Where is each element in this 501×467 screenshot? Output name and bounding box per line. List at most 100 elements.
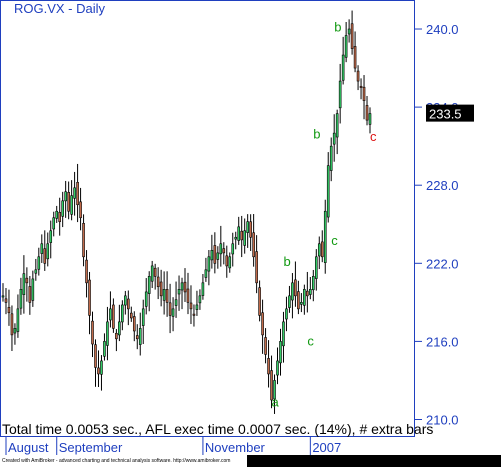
candle-body: [13, 328, 17, 334]
candle-body: [28, 286, 32, 303]
candle-body: [37, 256, 41, 270]
candle-body: [153, 267, 157, 277]
y-tick-label: 210.0: [426, 412, 459, 427]
candle-body: [31, 278, 35, 301]
candle-body: [329, 145, 333, 171]
wave-label: c: [370, 129, 377, 144]
candle-body: [73, 187, 76, 199]
candle-body: [273, 380, 276, 400]
timing-footer: Total time 0.0053 sec., AFL exec time 0.…: [2, 421, 433, 437]
candle-body: [237, 226, 241, 241]
candle-body: [40, 243, 44, 254]
candle-body: [243, 230, 246, 246]
candle-body: [228, 256, 232, 269]
candle-body: [174, 299, 178, 306]
candle-body: [186, 288, 190, 303]
candle-body: [94, 344, 97, 368]
candle-body: [52, 217, 56, 230]
candle-body: [222, 248, 226, 254]
candle-body: [88, 279, 91, 316]
candle-body: [231, 243, 235, 255]
wave-label: a: [272, 394, 280, 409]
candle-body: [127, 298, 130, 310]
candle-body: [338, 80, 342, 109]
candle-body: [317, 243, 321, 257]
credit-bar: [247, 455, 501, 467]
candle-body: [335, 113, 339, 138]
candle-body: [118, 321, 121, 336]
wave-label: c: [307, 333, 314, 348]
candle-body: [1, 295, 5, 298]
candle-body: [64, 191, 67, 202]
candle-body: [246, 221, 249, 233]
credit-line: Created with AmiBroker - advanced charti…: [2, 458, 230, 464]
candle-body: [100, 360, 103, 375]
candle-body: [282, 321, 285, 347]
candle-body: [112, 304, 115, 329]
candle-body: [67, 191, 70, 212]
candle-body: [276, 360, 279, 376]
candle-body: [303, 289, 306, 306]
candle-body: [150, 265, 154, 282]
candle-body: [121, 304, 124, 323]
x-tick-label: 2007: [312, 440, 341, 455]
candle-body: [162, 289, 166, 301]
candle-body: [192, 313, 196, 316]
candle-body: [279, 341, 282, 364]
candle-body: [201, 282, 205, 296]
candle-body: [309, 289, 312, 295]
candle-body: [207, 256, 211, 272]
candle-body: [198, 295, 202, 304]
candle-body: [4, 298, 8, 303]
candle-body: [294, 279, 297, 297]
candle-body: [183, 281, 187, 293]
candle-body: [103, 341, 106, 357]
candle-body: [55, 210, 59, 219]
candle-body: [258, 287, 261, 316]
candle-body: [219, 243, 223, 255]
x-tick-label: August: [8, 440, 49, 455]
candle-body: [314, 256, 318, 279]
candle-body: [43, 248, 47, 264]
y-tick-label: 240.0: [426, 22, 459, 37]
candle-body: [353, 46, 357, 69]
candle-body: [76, 182, 79, 206]
wave-label: b: [334, 20, 341, 35]
candle-body: [19, 289, 23, 309]
candle-body: [267, 358, 270, 375]
candle-body: [249, 221, 252, 238]
x-axis-ticks: August September November 2007: [5, 437, 341, 455]
candle-body: [234, 236, 238, 240]
candle-body: [368, 113, 372, 125]
candle-body: [10, 313, 14, 336]
candle-body: [91, 320, 94, 345]
y-tick-label: 222.0: [426, 256, 459, 271]
candle-body: [22, 273, 26, 295]
candle-body: [264, 337, 267, 355]
candle-body: [58, 211, 61, 222]
candle-body: [16, 308, 20, 332]
candle-body: [7, 306, 11, 314]
candle-body: [216, 252, 220, 260]
wave-label: c: [331, 233, 338, 248]
candle-body: [82, 223, 85, 258]
wave-label: b: [313, 126, 320, 141]
candle-body: [306, 290, 309, 297]
candle-body: [341, 54, 345, 81]
candle-body: [159, 281, 163, 297]
candle-body: [261, 312, 264, 336]
wave-label: b: [283, 254, 290, 269]
candle-body: [252, 232, 255, 258]
candle-body: [189, 302, 193, 310]
candle-body: [106, 321, 109, 346]
candle-body: [46, 243, 50, 260]
y-tick-label: 228.0: [426, 178, 459, 193]
candle-body: [156, 276, 160, 288]
candle-body: [204, 269, 208, 278]
candle-body: [291, 282, 294, 301]
chart-plot-area: [0, 0, 415, 437]
candle-body: [270, 370, 273, 401]
candle-body: [344, 35, 348, 58]
chart-title: ROG.VX - Daily: [14, 1, 106, 16]
